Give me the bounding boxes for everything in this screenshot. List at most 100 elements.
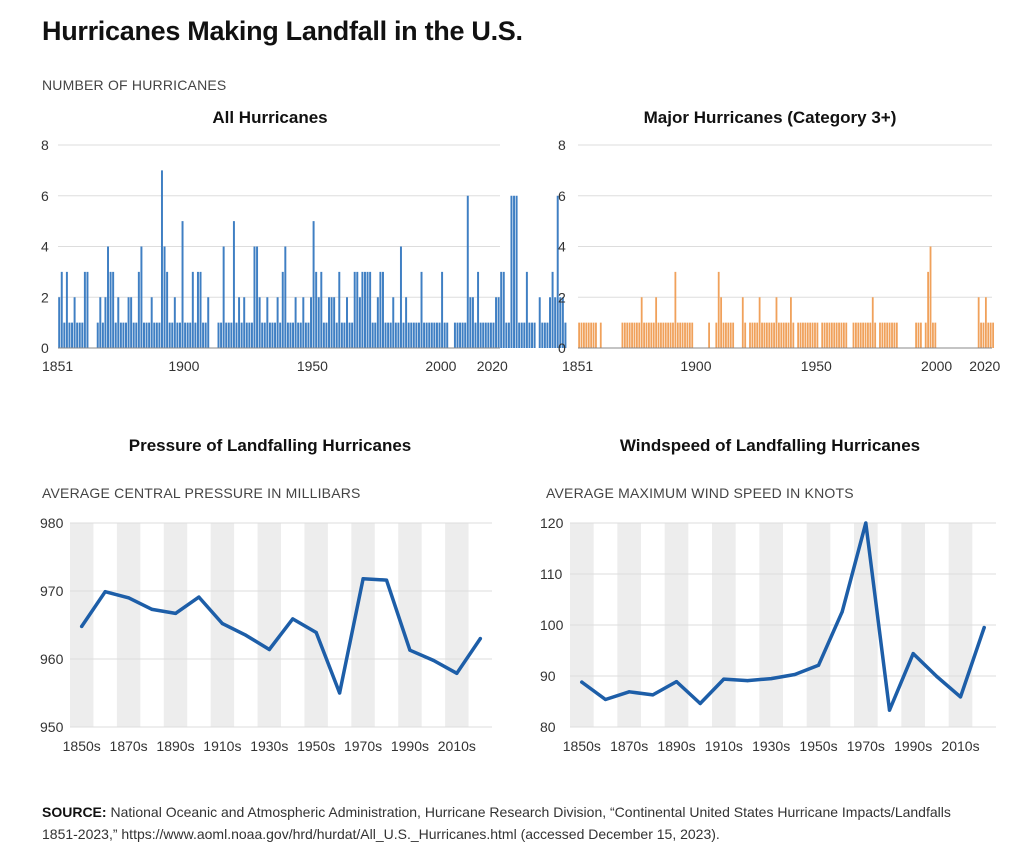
pressure-decade-band (351, 523, 375, 727)
all-bar (73, 297, 76, 348)
all-bar (112, 271, 115, 348)
major-bar (756, 322, 759, 348)
major-x-tick-label: 2020 (969, 358, 1000, 374)
major-bar (871, 297, 874, 348)
all-bar (487, 322, 490, 348)
major-bar (797, 322, 800, 348)
major-bar (838, 322, 840, 348)
wind-data-point (627, 690, 631, 694)
wind-data-point (674, 680, 679, 684)
all-bar (250, 322, 253, 348)
all-bar (117, 297, 120, 348)
all-bar (153, 322, 156, 348)
all-bar (297, 322, 300, 348)
all-bar (364, 271, 366, 348)
pressure-data-point (220, 622, 224, 626)
all-bar (543, 322, 546, 348)
major-bar (590, 322, 593, 348)
all-bar (307, 322, 310, 348)
wind-y-tick-label: 90 (540, 668, 556, 684)
major-bar (777, 322, 780, 348)
major-bar (583, 322, 585, 348)
all-bar (461, 322, 464, 348)
all-bar (104, 297, 107, 348)
all-bar (443, 322, 446, 348)
all-bar (238, 297, 241, 348)
major-bar (915, 322, 917, 348)
all-bar (160, 170, 163, 348)
all-bar (235, 322, 238, 348)
major-bar (741, 297, 744, 348)
all-bar (207, 297, 210, 348)
pressure-data-point (338, 691, 342, 695)
all-bar (266, 297, 269, 348)
major-bar (631, 322, 633, 348)
pressure-decade-band (163, 523, 188, 727)
wind-data-point (935, 674, 939, 679)
wind-x-tick-label: 2010s (941, 738, 979, 754)
all-y-tick-label: 0 (41, 340, 49, 356)
all-bar (279, 322, 282, 348)
all-bar (230, 322, 233, 348)
all-bar (225, 322, 228, 348)
major-bar (729, 322, 732, 348)
all-bar (410, 322, 413, 348)
all-bar (101, 322, 104, 348)
wind-data-point (958, 695, 963, 699)
pressure-x-tick-label: 1890s (156, 738, 194, 754)
major-bar (811, 322, 814, 348)
all-bar (317, 297, 320, 348)
pressure-y-tick-label: 960 (40, 651, 64, 667)
all-bar (196, 271, 199, 348)
all-bar (322, 322, 325, 348)
major-bar (785, 322, 788, 348)
wind-data-point (793, 672, 797, 677)
major-bar (982, 322, 985, 348)
major-bar (874, 322, 877, 348)
pressure-y-tick-label: 980 (40, 515, 64, 531)
major-bar (626, 322, 629, 348)
all-bar (412, 322, 415, 348)
wind-data-point (698, 701, 702, 706)
all-bar (227, 322, 230, 348)
wind-data-point (769, 676, 773, 681)
major-bar (814, 322, 816, 348)
all-bar (304, 322, 307, 348)
all-bar (353, 271, 356, 348)
all-bar (166, 271, 169, 348)
major-bar (595, 322, 597, 348)
all-bar (199, 271, 202, 348)
all-bar (320, 271, 323, 348)
major-bar (722, 322, 725, 348)
all-bar (379, 271, 382, 348)
all-bar (65, 271, 68, 348)
major-bar (674, 271, 677, 348)
major-bar (855, 322, 857, 348)
major-bar (725, 322, 727, 348)
all-bar (538, 297, 541, 348)
all-bar (428, 322, 431, 348)
all-bar (335, 322, 338, 348)
pressure-decade-band (257, 523, 281, 727)
all-bar (456, 322, 459, 348)
major-bar (864, 322, 867, 348)
all-bar (466, 195, 469, 348)
major-bar (802, 322, 804, 348)
major-bar (732, 322, 735, 348)
pressure-data-point (197, 595, 201, 599)
all-bar (248, 322, 251, 348)
major-bar (686, 322, 689, 348)
all-bar (181, 221, 184, 348)
all-bar (220, 322, 223, 348)
windspeed-chart-title: Windspeed of Landfalling Hurricanes (619, 436, 921, 455)
major-y-tick-label: 6 (558, 188, 566, 204)
major-bar (845, 322, 848, 348)
all-bar (464, 322, 467, 348)
major-hurricanes-title: Major Hurricanes (Category 3+) (643, 108, 897, 127)
major-bar (657, 322, 660, 348)
major-bar (992, 322, 995, 348)
all-hurricanes-chart: 0 2 4 6 8 1851 1900 1950 2000 2020 (41, 137, 567, 374)
all-bar (310, 297, 313, 348)
all-bar (145, 322, 148, 348)
all-bar (125, 322, 127, 348)
